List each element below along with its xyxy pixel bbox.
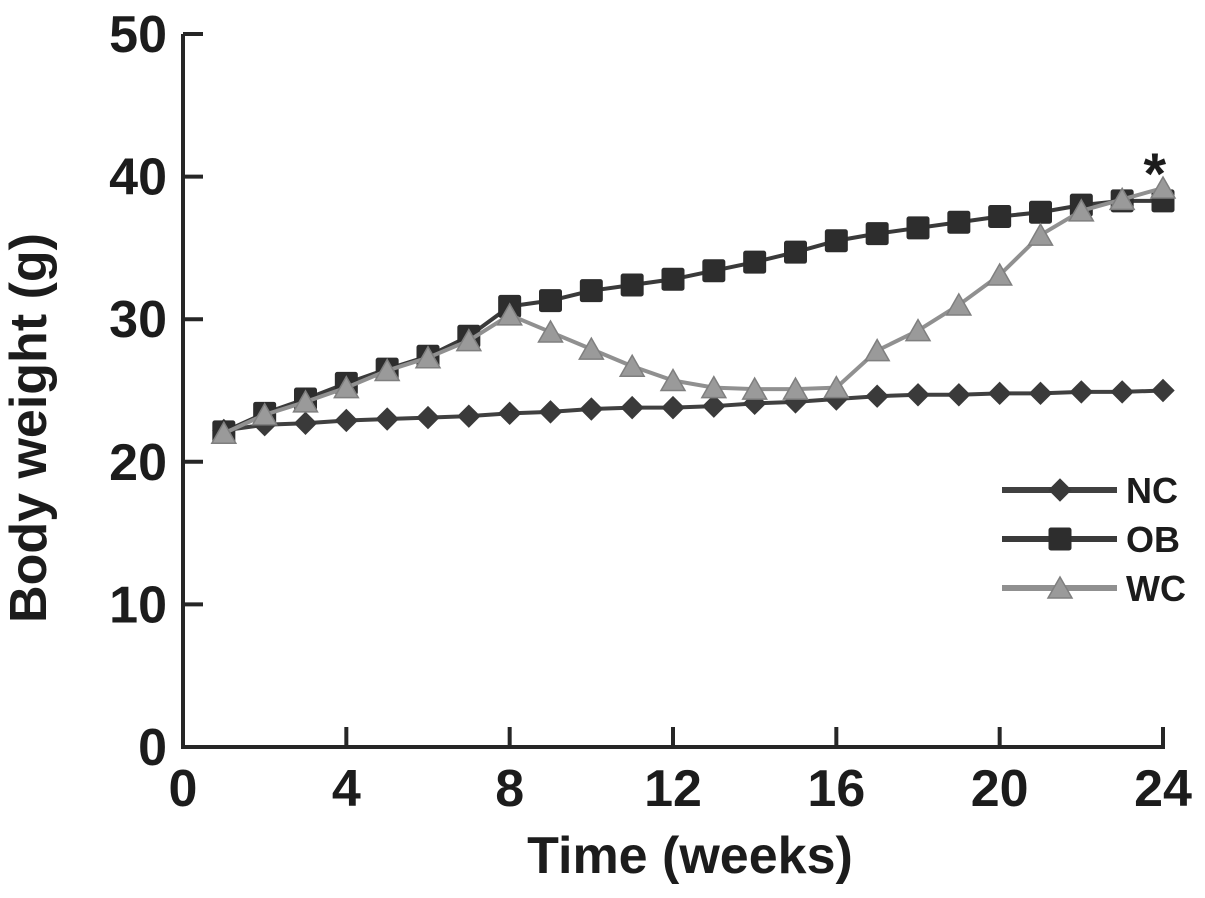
series-OB-marker	[988, 205, 1012, 229]
series-WC-marker	[823, 375, 850, 399]
series-NC-marker	[293, 411, 318, 436]
y-tick-label: 40	[109, 149, 167, 207]
x-tick-label: 4	[332, 760, 361, 818]
series-OB-marker	[906, 216, 930, 240]
series-WC-marker	[292, 389, 319, 413]
series-OB-marker	[824, 229, 848, 253]
series-WC-marker	[700, 375, 728, 399]
series-WC-marker	[1149, 175, 1177, 199]
series-WC-marker	[537, 319, 564, 343]
series-OB-marker	[620, 273, 644, 297]
legend-marker-square-icon	[1048, 527, 1072, 551]
legend-label-NC: NC	[1126, 470, 1178, 511]
y-tick-label: 50	[109, 6, 167, 64]
legend-item-OB: OB	[1002, 519, 1180, 560]
legend: NC OB WC	[1002, 470, 1186, 609]
x-axis-title: Time (weeks)	[527, 827, 853, 885]
series-WC-marker	[945, 292, 973, 316]
series-WC-marker	[863, 338, 891, 362]
series-OB-line	[223, 198, 1163, 434]
series-NC-marker	[538, 400, 563, 424]
series-NC-marker	[457, 404, 481, 428]
series-NC-marker	[375, 407, 399, 431]
series-NC-line	[223, 388, 1164, 433]
legend-label-WC: WC	[1126, 568, 1186, 609]
series-WC-marker	[333, 375, 360, 399]
legend-marker-diamond-icon	[1048, 478, 1072, 502]
x-tick-label: 16	[807, 760, 865, 818]
series-WC-marker	[618, 353, 646, 378]
series-WC-marker	[1068, 198, 1095, 222]
series-WC-marker	[373, 358, 401, 382]
series-WC-marker	[904, 318, 932, 342]
series-OB-marker	[539, 289, 562, 313]
series-WC-marker	[659, 368, 687, 392]
series-NC-marker	[987, 381, 1012, 406]
series-WC-marker	[455, 328, 483, 352]
series-OB-marker	[947, 210, 971, 234]
series-NC-marker	[906, 383, 930, 407]
y-tick-label: 30	[109, 291, 167, 349]
series-NC-marker	[865, 384, 889, 408]
legend-item-NC: NC	[1002, 470, 1178, 511]
series-NC-marker	[416, 405, 440, 430]
series-WC-marker	[496, 302, 523, 326]
series-NC-marker	[334, 408, 359, 433]
series-NC-marker	[1028, 381, 1053, 406]
series-NC-marker	[702, 394, 726, 418]
series-NC-marker	[620, 395, 644, 420]
series-NC-marker	[661, 395, 685, 420]
series-WC-marker	[414, 345, 442, 369]
series-WC-marker	[986, 262, 1013, 286]
y-tick-label: 10	[109, 576, 167, 634]
series-OB-marker	[579, 279, 603, 303]
x-tick-label: 8	[495, 760, 524, 818]
series-WC-marker	[251, 402, 278, 426]
series-NC-marker	[1069, 380, 1094, 404]
series-NC-marker	[1110, 380, 1134, 404]
series-OB-marker	[743, 250, 767, 274]
x-tick-label: 20	[971, 760, 1029, 818]
series-OB-marker	[1029, 200, 1052, 224]
series-WC-marker	[782, 376, 809, 400]
series-NC-marker	[947, 383, 971, 407]
series-NC-marker	[579, 397, 604, 421]
series-WC-marker	[210, 420, 238, 445]
series-WC-line	[223, 186, 1164, 436]
y-axis-title: Body weight (g)	[0, 233, 58, 623]
x-tick-label: 0	[169, 760, 198, 818]
series-WC-marker	[578, 336, 605, 360]
series-OB-marker	[661, 267, 685, 291]
series-WC-marker	[741, 376, 768, 400]
y-tick-label: 20	[109, 434, 167, 492]
series-WC-marker	[1108, 186, 1136, 211]
legend-marker-triangle-icon	[1046, 575, 1074, 599]
series-NC	[212, 378, 1175, 443]
significance-asterisk: *	[1144, 142, 1167, 207]
series-OB-marker	[702, 259, 726, 283]
x-tick-label: 24	[1134, 760, 1192, 818]
y-tick-label: 0	[138, 719, 167, 777]
series-NC-marker	[1151, 378, 1175, 403]
series-WC	[210, 175, 1177, 445]
x-tick-label: 12	[644, 760, 702, 818]
series-OB-marker	[784, 240, 807, 264]
series-NC-marker	[497, 401, 522, 426]
series-OB-marker	[865, 222, 889, 246]
legend-item-WC: WC	[1002, 568, 1186, 609]
series-WC-marker	[1027, 222, 1054, 246]
legend-label-OB: OB	[1126, 519, 1180, 560]
